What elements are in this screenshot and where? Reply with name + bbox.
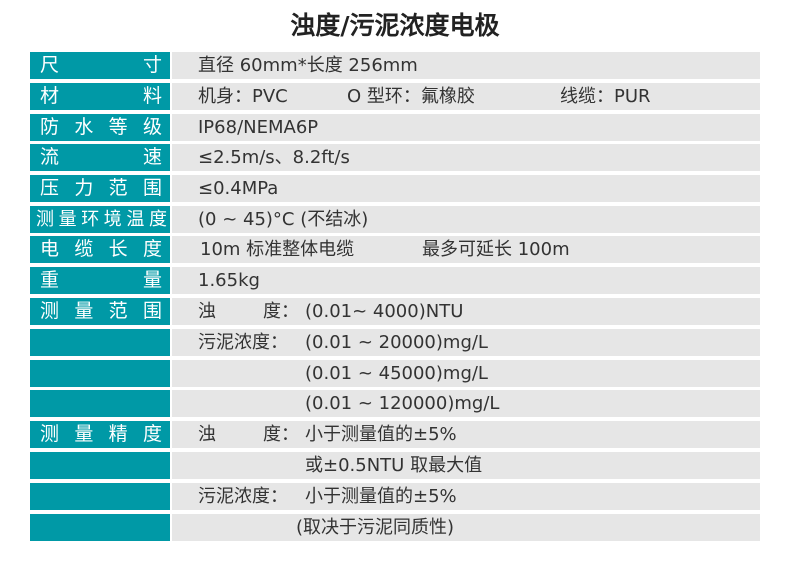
spec-row-waterproof: 防水等级 IP68/NEMA6P — [30, 114, 760, 141]
row-label: 压力范围 — [30, 175, 170, 202]
value-text: (取决于污泥同质性) — [296, 517, 455, 538]
spec-row-range-cont: (0.01 ~ 120000)mg/L — [30, 390, 760, 417]
spec-row-accuracy-cont: 或±0.5NTU 取最大值 — [30, 452, 760, 479]
value-text: 浊 — [198, 301, 216, 322]
row-label — [30, 514, 170, 541]
value-text: IP68/NEMA6P — [198, 117, 319, 138]
row-value: 污泥浓度： 小于测量值的±5% — [172, 483, 760, 510]
row-label: 材料 — [30, 83, 170, 110]
value-text: 机身：PVC — [198, 86, 288, 107]
value-text: ≤2.5m/s、8.2ft/s — [198, 147, 350, 168]
value-text: 浊 — [198, 424, 216, 445]
value-text: 小于测量值的±5% — [305, 424, 457, 445]
value-text: ≤0.4MPa — [198, 178, 279, 199]
value-text: 直径 60mm*长度 256mm — [198, 55, 418, 76]
row-label: 测量范围 — [30, 298, 170, 325]
row-label — [30, 329, 170, 356]
value-text: (0.01 ~ 120000)mg/L — [305, 393, 500, 414]
spec-row-material: 材料 机身：PVC O 型环：氟橡胶 线缆：PUR — [30, 83, 760, 110]
row-label: 防水等级 — [30, 114, 170, 141]
row-value: 或±0.5NTU 取最大值 — [172, 452, 760, 479]
row-label — [30, 483, 170, 510]
value-text: 或±0.5NTU 取最大值 — [305, 455, 483, 476]
value-text: 最多可延长 100m — [422, 239, 570, 260]
spec-row-weight: 重量 1.65kg — [30, 267, 760, 294]
row-value: 浊 度： 小于测量值的±5% — [172, 421, 760, 448]
row-value: 污泥浓度： (0.01 ~ 20000)mg/L — [172, 329, 760, 356]
spec-row-accuracy-cont: 污泥浓度： 小于测量值的±5% — [30, 483, 760, 510]
value-text: 小于测量值的±5% — [305, 486, 457, 507]
page-title: 浊度/污泥浓度电极 — [290, 11, 500, 40]
row-label: 重量 — [30, 267, 170, 294]
spec-row-range-cont: 污泥浓度： (0.01 ~ 20000)mg/L — [30, 329, 760, 356]
spec-row-temperature: 测量环境温度 (0 ~ 45)°C (不结冰) — [30, 206, 760, 233]
row-value: (0.01 ~ 45000)mg/L — [172, 360, 760, 387]
value-text: (0.01~ 4000)NTU — [305, 301, 464, 322]
value-text: 线缆：PUR — [560, 86, 651, 107]
value-text: 度： — [263, 424, 299, 445]
value-text: 污泥浓度： — [198, 332, 288, 353]
row-value: 浊 度： (0.01~ 4000)NTU — [172, 298, 760, 325]
spec-row-accuracy-cont: (取决于污泥同质性) — [30, 514, 760, 541]
row-value: 10m 标准整体电缆 最多可延长 100m — [172, 236, 760, 263]
value-text: 度： — [263, 301, 299, 322]
value-text: (0 ~ 45)°C (不结冰) — [198, 209, 369, 230]
spec-row-range-cont: (0.01 ~ 45000)mg/L — [30, 360, 760, 387]
spec-row-pressure: 压力范围 ≤0.4MPa — [30, 175, 760, 202]
spec-row-accuracy: 测量精度 浊 度： 小于测量值的±5% — [30, 421, 760, 448]
row-label: 流速 — [30, 144, 170, 171]
row-label — [30, 390, 170, 417]
row-value: ≤0.4MPa — [172, 175, 760, 202]
row-value: IP68/NEMA6P — [172, 114, 760, 141]
row-label — [30, 452, 170, 479]
spec-row-range: 测量范围 浊 度： (0.01~ 4000)NTU — [30, 298, 760, 325]
spec-row-size: 尺寸 直径 60mm*长度 256mm — [30, 52, 760, 79]
row-label — [30, 360, 170, 387]
spec-row-flow: 流速 ≤2.5m/s、8.2ft/s — [30, 144, 760, 171]
row-label: 尺寸 — [30, 52, 170, 79]
spec-row-cable: 电缆长度 10m 标准整体电缆 最多可延长 100m — [30, 236, 760, 263]
row-value: ≤2.5m/s、8.2ft/s — [172, 144, 760, 171]
value-text: (0.01 ~ 45000)mg/L — [305, 363, 488, 384]
value-text: (0.01 ~ 20000)mg/L — [305, 332, 488, 353]
row-value: 机身：PVC O 型环：氟橡胶 线缆：PUR — [172, 83, 760, 110]
value-text: O 型环：氟橡胶 — [347, 86, 475, 107]
value-text: 10m 标准整体电缆 — [200, 239, 355, 260]
row-value: 1.65kg — [172, 267, 760, 294]
row-label: 测量环境温度 — [30, 206, 170, 233]
row-value: 直径 60mm*长度 256mm — [172, 52, 760, 79]
row-label: 电缆长度 — [30, 236, 170, 263]
row-value: (取决于污泥同质性) — [172, 514, 760, 541]
row-value: (0.01 ~ 120000)mg/L — [172, 390, 760, 417]
row-label: 测量精度 — [30, 421, 170, 448]
value-text: 1.65kg — [198, 270, 260, 291]
value-text: 污泥浓度： — [198, 486, 288, 507]
row-value: (0 ~ 45)°C (不结冰) — [172, 206, 760, 233]
